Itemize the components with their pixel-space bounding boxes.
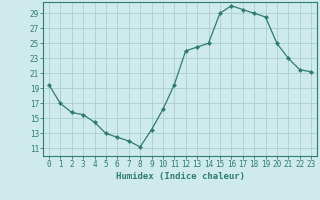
X-axis label: Humidex (Indice chaleur): Humidex (Indice chaleur) (116, 172, 244, 181)
